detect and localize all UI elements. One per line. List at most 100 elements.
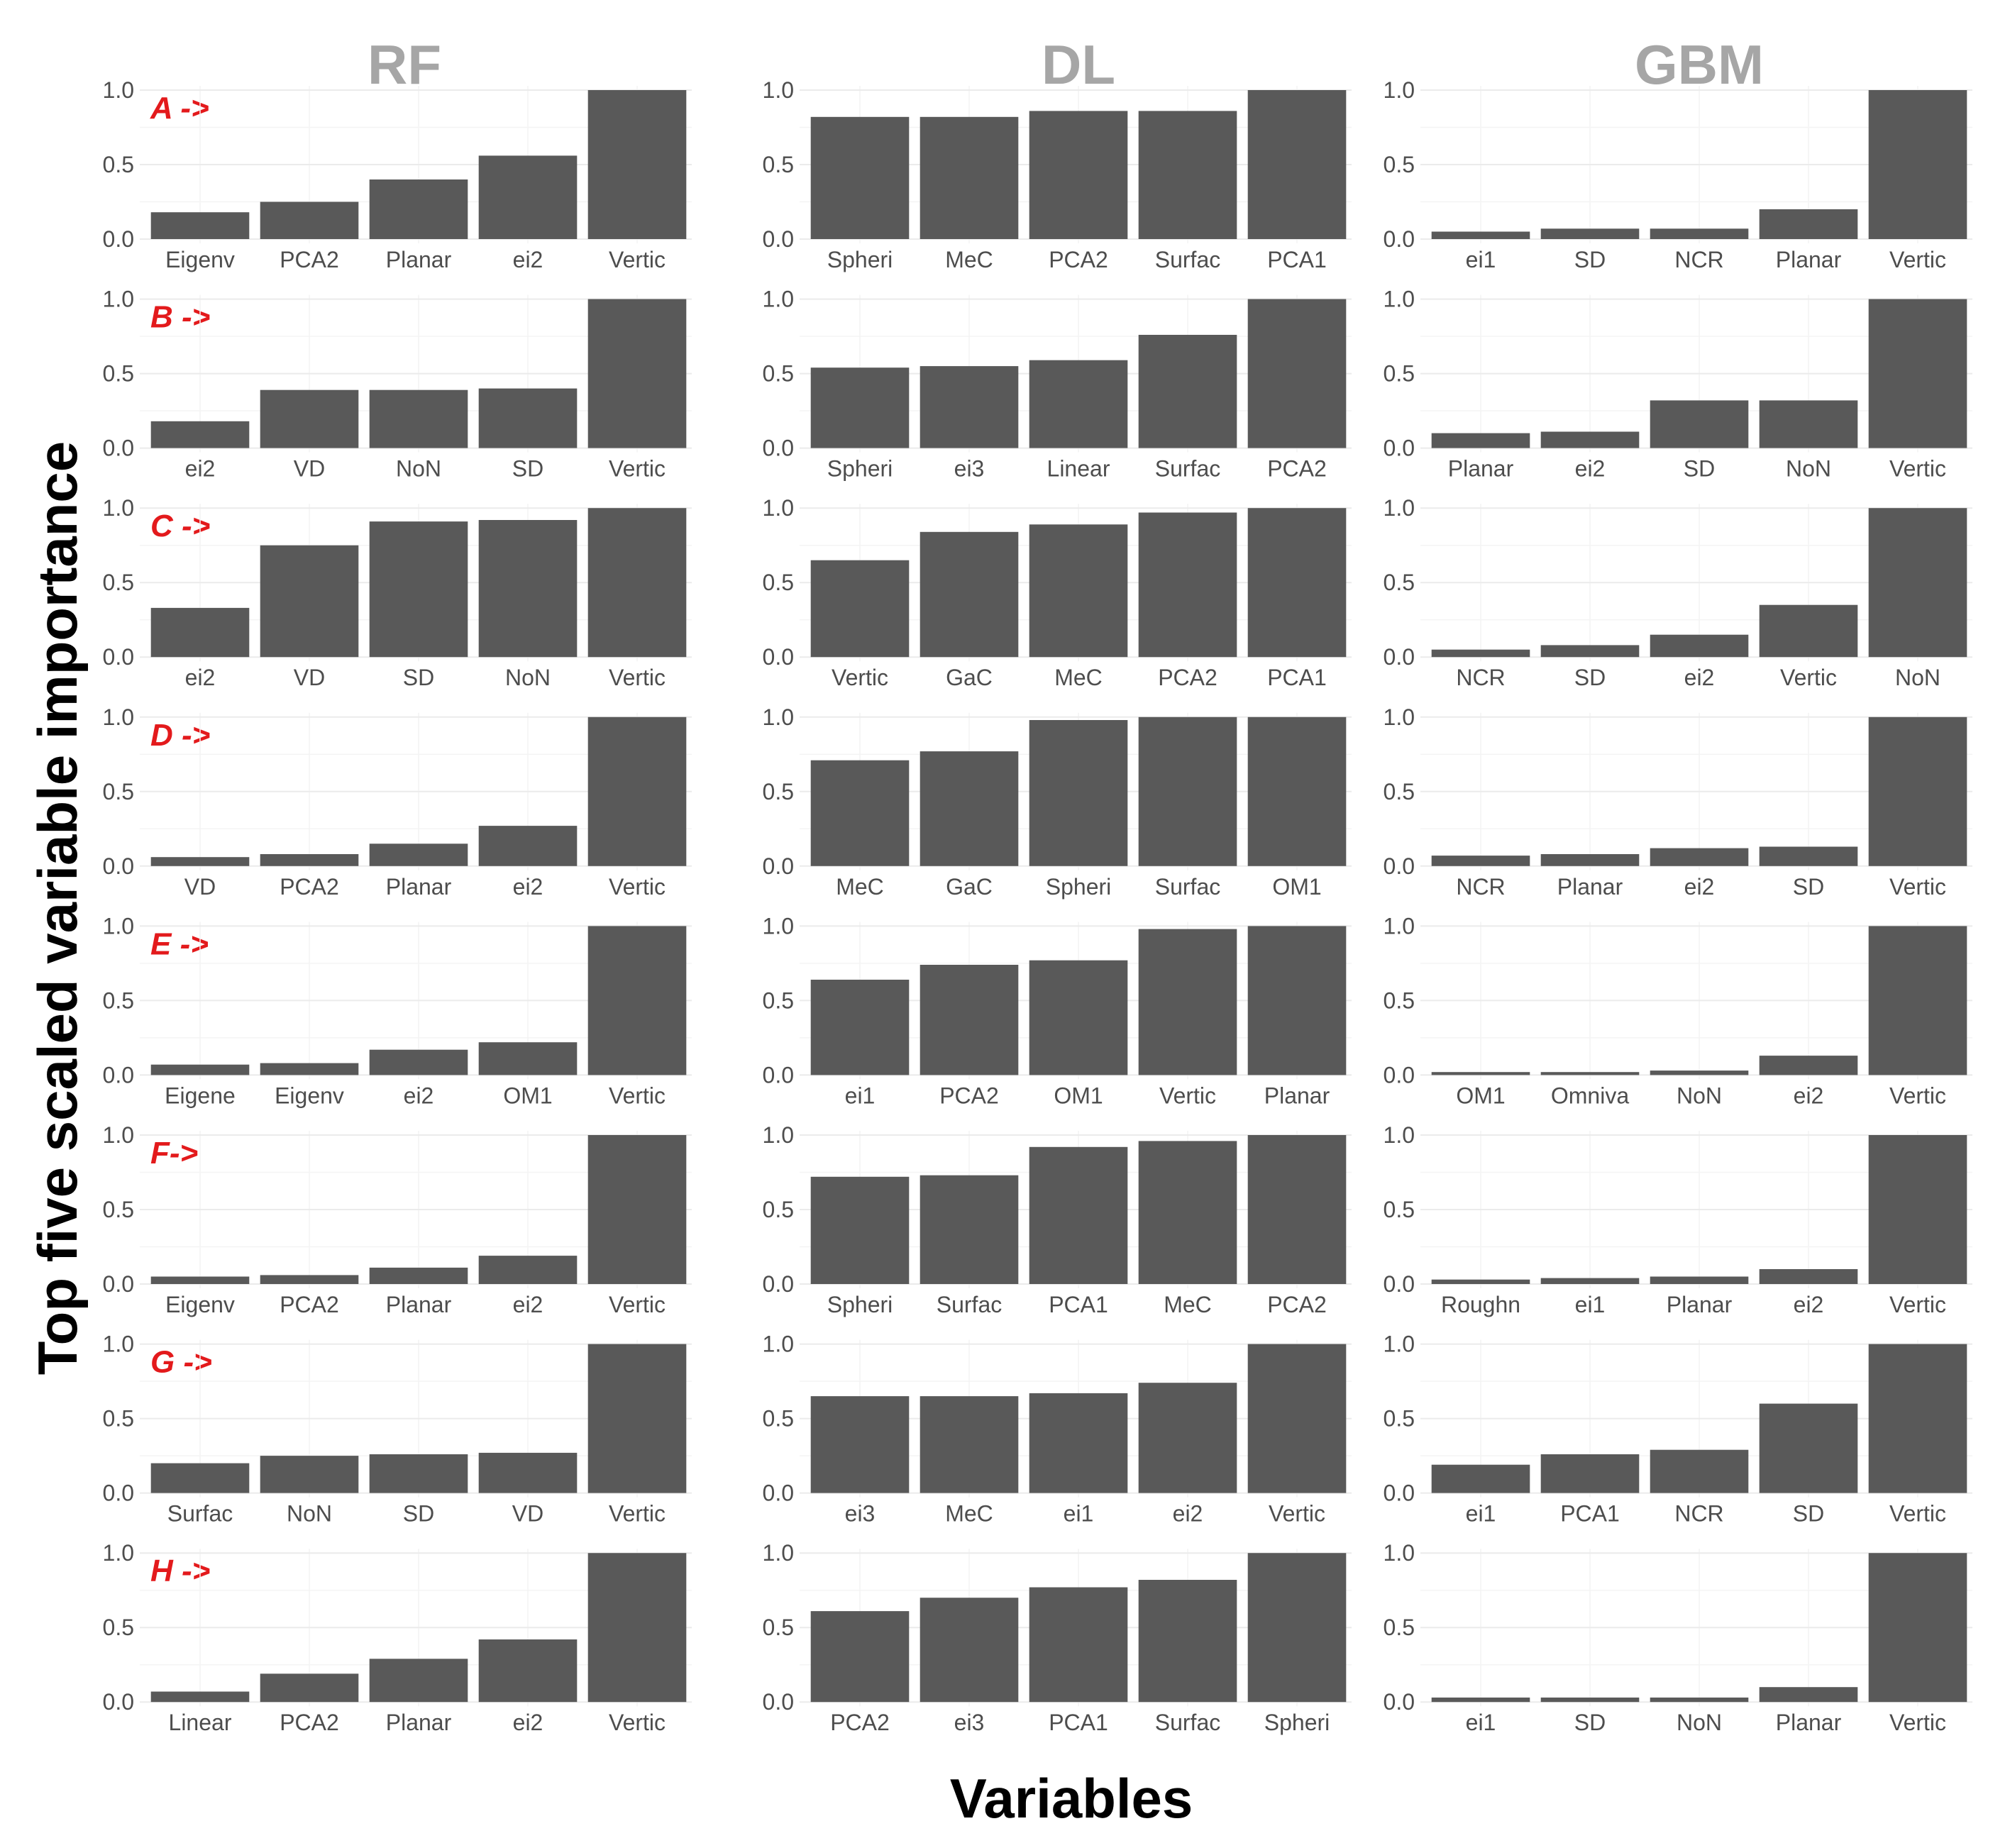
y-tick-label: 1.0 xyxy=(1384,495,1415,521)
x-category-label: Surfac xyxy=(1155,874,1220,900)
x-category-label: PCA2 xyxy=(280,874,339,900)
x-category-label: Surfac xyxy=(1155,1710,1220,1735)
y-tick-label: 0.0 xyxy=(763,644,794,670)
bar-vertic xyxy=(587,926,687,1075)
bar-planar xyxy=(1431,433,1530,448)
x-category-label: PCA1 xyxy=(1267,665,1327,690)
bar-ei3 xyxy=(920,366,1019,448)
x-category-label: Planar xyxy=(386,1292,452,1317)
bar-ei1 xyxy=(810,980,910,1075)
bar-planar xyxy=(369,1267,468,1284)
y-tick-label: 0.5 xyxy=(1384,152,1415,177)
bar-vertic xyxy=(1868,716,1967,866)
x-axis-title: Variables xyxy=(950,1767,1193,1830)
bar-vertic xyxy=(587,1553,687,1703)
y-tick-label: 0.5 xyxy=(763,1615,794,1640)
bar-sd xyxy=(1759,846,1858,866)
x-category-label: ei1 xyxy=(1575,1292,1606,1317)
bar-ei2 xyxy=(1540,431,1640,448)
bar-pca2 xyxy=(1138,512,1237,658)
panel-gbm-6: 0.0 0.5 1.0 Roughn ei1 Planar ei2 Vertic xyxy=(1384,1122,1972,1317)
x-category-label: Surfac xyxy=(937,1292,1002,1317)
bar-vd xyxy=(260,545,359,658)
y-tick-label: 0.0 xyxy=(763,1689,794,1715)
bar-ncr xyxy=(1431,856,1530,866)
bar-ei3 xyxy=(920,1598,1019,1703)
bar-surfac xyxy=(1138,111,1237,239)
bar-ei2 xyxy=(1138,1383,1237,1493)
panel-gbm-7: 0.0 0.5 1.0 ei1 PCA1 NCR SD Vertic xyxy=(1384,1332,1972,1527)
panel-gbm-2: 0.0 0.5 1.0 Planar ei2 SD NoN Vertic xyxy=(1384,287,1972,482)
x-category-label: Planar xyxy=(1776,1710,1842,1735)
y-tick-label: 0.0 xyxy=(103,226,134,252)
column-title-dl: DL xyxy=(1042,33,1115,96)
bar-planar xyxy=(369,843,468,866)
bar-vd xyxy=(478,1452,578,1493)
x-category-label: Planar xyxy=(1264,1083,1330,1108)
y-tick-label: 0.5 xyxy=(1384,1197,1415,1222)
x-category-label: ei1 xyxy=(1466,1501,1496,1527)
column-titles: RF DL GBM xyxy=(368,33,1764,96)
x-category-label: NoN xyxy=(1895,665,1940,690)
x-category-label: OM1 xyxy=(503,1083,552,1108)
bar-sd xyxy=(1650,400,1749,448)
bar-surfac xyxy=(920,1175,1019,1284)
y-tick-label: 0.5 xyxy=(763,570,794,595)
x-category-label: VD xyxy=(294,456,325,482)
x-category-label: OM1 xyxy=(1054,1083,1103,1108)
x-category-label: NoN xyxy=(505,665,551,690)
y-tick-label: 0.0 xyxy=(1384,1271,1415,1297)
bar-pca2 xyxy=(1247,1135,1347,1284)
bar-sd xyxy=(369,1454,468,1493)
row-label: G -> xyxy=(150,1345,212,1380)
x-category-label: Vertic xyxy=(1780,665,1837,690)
bar-vertic xyxy=(587,90,687,239)
x-category-label: MeC xyxy=(1054,665,1103,690)
y-tick-label: 0.0 xyxy=(103,1271,134,1297)
bar-ei2 xyxy=(369,1049,468,1075)
bar-vertic xyxy=(1868,926,1967,1075)
x-category-label: Eigenv xyxy=(275,1083,344,1108)
y-tick-label: 0.5 xyxy=(763,152,794,177)
y-tick-label: 0.0 xyxy=(103,436,134,461)
x-category-label: PCA1 xyxy=(1267,247,1327,272)
x-category-label: NoN xyxy=(1677,1083,1722,1108)
y-tick-label: 1.0 xyxy=(1384,287,1415,312)
bar-vertic xyxy=(1868,1135,1967,1284)
panel-rf-7: 0.0 0.5 1.0 Surfac NoN SD VD Vertic xyxy=(103,1332,692,1527)
panel-gbm-8: 0.0 0.5 1.0 ei1 SD NoN Planar Vertic xyxy=(1384,1540,1972,1735)
y-tick-label: 1.0 xyxy=(1384,77,1415,103)
x-category-label: NCR xyxy=(1456,874,1505,900)
y-tick-label: 0.5 xyxy=(1384,987,1415,1013)
x-category-label: SD xyxy=(403,665,434,690)
bar-ei2 xyxy=(150,421,250,448)
y-tick-label: 1.0 xyxy=(1384,1332,1415,1357)
x-category-label: GaC xyxy=(946,874,993,900)
panel-dl-1: 0.0 0.5 1.0 Spheri MeC PCA2 Surfac PCA1 xyxy=(763,77,1352,272)
x-category-label: ei2 xyxy=(513,1292,543,1317)
bar-spheri xyxy=(810,1176,910,1284)
y-tick-label: 1.0 xyxy=(103,495,134,521)
x-category-label: PCA2 xyxy=(939,1083,999,1108)
bar-planar xyxy=(369,179,468,239)
x-category-label: Surfac xyxy=(1155,247,1220,272)
y-tick-label: 0.0 xyxy=(103,853,134,879)
y-tick-label: 1.0 xyxy=(103,1122,134,1148)
bar-surfac xyxy=(150,1463,250,1493)
x-category-label: ei2 xyxy=(1684,874,1715,900)
y-tick-label: 1.0 xyxy=(103,1540,134,1566)
bar-ei3 xyxy=(810,1396,910,1493)
x-category-label: ei2 xyxy=(185,665,216,690)
x-category-label: Vertic xyxy=(832,665,888,690)
bar-vertic xyxy=(810,560,910,658)
bar-om1 xyxy=(1247,716,1347,866)
bar-pca1 xyxy=(1247,90,1347,239)
x-category-label: Vertic xyxy=(609,1710,666,1735)
x-category-label: PCA2 xyxy=(1158,665,1217,690)
y-tick-label: 1.0 xyxy=(763,495,794,521)
row-2: B -> 0.0 0.5 1.0 ei2 VD NoN SD Vertic 0.0 0.5 1.0 Sp… xyxy=(103,287,1972,482)
